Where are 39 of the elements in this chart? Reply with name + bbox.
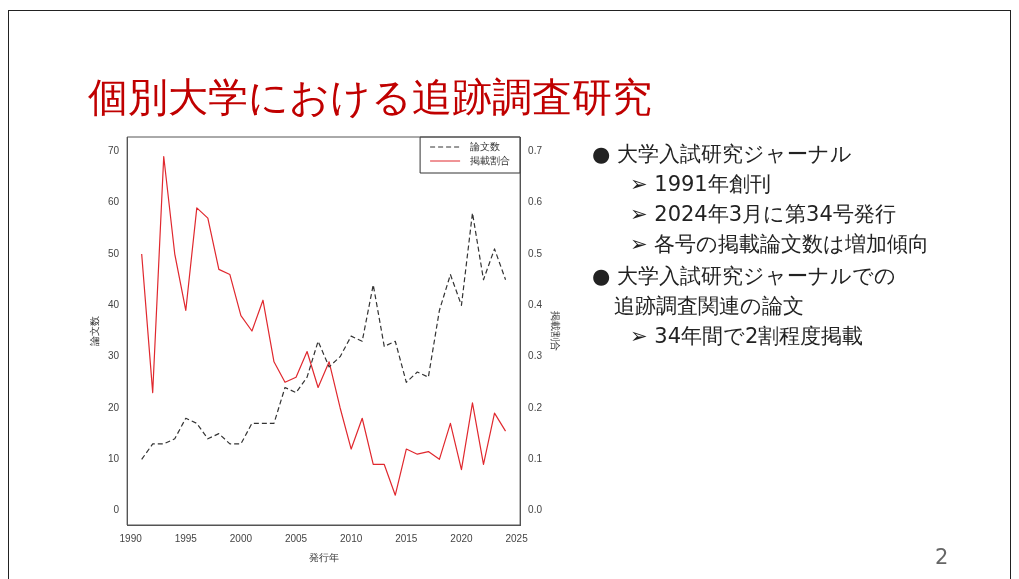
y-tick-label: 20 [108, 401, 120, 413]
text: 追跡調査関連の論文 [614, 293, 804, 320]
y-tick-label: 30 [108, 350, 120, 362]
x-axis-title: 発行年 [308, 551, 339, 563]
x-tick-label: 2000 [229, 532, 253, 544]
x-tick-label: 2025 [505, 532, 529, 544]
y-tick-label: 10 [108, 453, 120, 465]
y2-tick-label: 0.1 [528, 453, 543, 465]
y2-tick-label: 0.4 [528, 299, 543, 311]
x-tick-label: 2015 [395, 532, 418, 544]
y-tick-label: 40 [108, 299, 120, 311]
legend-label: 掲載割合 [470, 154, 511, 166]
x-tick-label: 2020 [450, 532, 473, 544]
text: ➢ 34年間で2割程度掲載 [630, 323, 864, 350]
y2-tick-label: 0.2 [528, 401, 543, 413]
text: 2 [935, 545, 949, 569]
x-tick-label: 2005 [284, 532, 308, 544]
text: ➢ 各号の掲載論文数は増加傾向 [630, 231, 930, 258]
text: ● 大学入試研究ジャーナルでの [592, 263, 896, 290]
x-tick-label: 1990 [119, 532, 143, 544]
x-tick-label: 1995 [174, 532, 198, 544]
legend-label: 論文数 [470, 140, 501, 152]
y2-tick-label: 0.3 [528, 350, 543, 362]
y-tick-label: 50 [108, 247, 120, 259]
text: ➢ 1991年創刊 [630, 171, 771, 198]
text: ● 大学入試研究ジャーナル [592, 141, 852, 168]
y-tick-label: 60 [108, 196, 120, 208]
y-tick-label: 0 [113, 504, 120, 516]
y2-tick-label: 0.0 [528, 504, 543, 516]
line-series [141, 212, 507, 460]
y-tick-label: 70 [108, 145, 120, 157]
y2-tick-label: 0.5 [528, 247, 543, 259]
x-tick-label: 2010 [340, 532, 363, 544]
chart-title: 個別大学における追跡調査研究 [88, 73, 652, 122]
text: ➢ 2024年3月に第34号発行 [630, 201, 896, 228]
y2-axis-title: 掲載割合 [550, 311, 562, 351]
y2-tick-label: 0.7 [528, 145, 543, 157]
y2-tick-label: 0.6 [528, 196, 543, 208]
y-axis-title: 論文数 [88, 316, 100, 346]
